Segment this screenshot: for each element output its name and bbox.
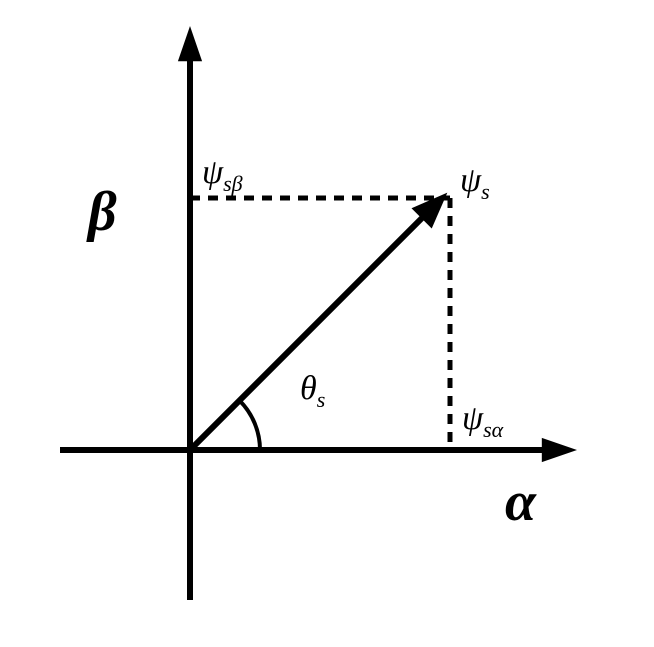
theta-symbol: θ <box>300 370 317 407</box>
psi-sa-symbol: ψ <box>462 400 483 437</box>
psi-s-sub: s <box>481 179 490 204</box>
theta-s-label: θs <box>300 370 325 413</box>
theta-sub: s <box>317 387 326 412</box>
alpha-axis-label: α <box>505 470 536 534</box>
coordinate-diagram <box>0 0 654 647</box>
psi-s-label: ψs <box>460 162 490 205</box>
psi-sa-sub: sα <box>483 417 503 442</box>
beta-symbol: β <box>88 181 117 243</box>
alpha-symbol: α <box>505 471 536 533</box>
psi-s-beta-label: ψsβ <box>202 154 243 197</box>
psi-sb-sub: sβ <box>223 171 243 196</box>
beta-axis-label: β <box>88 180 117 244</box>
psi-sb-symbol: ψ <box>202 154 223 191</box>
psi-symbol: ψ <box>460 162 481 199</box>
psi-s-alpha-label: ψsα <box>462 400 503 443</box>
